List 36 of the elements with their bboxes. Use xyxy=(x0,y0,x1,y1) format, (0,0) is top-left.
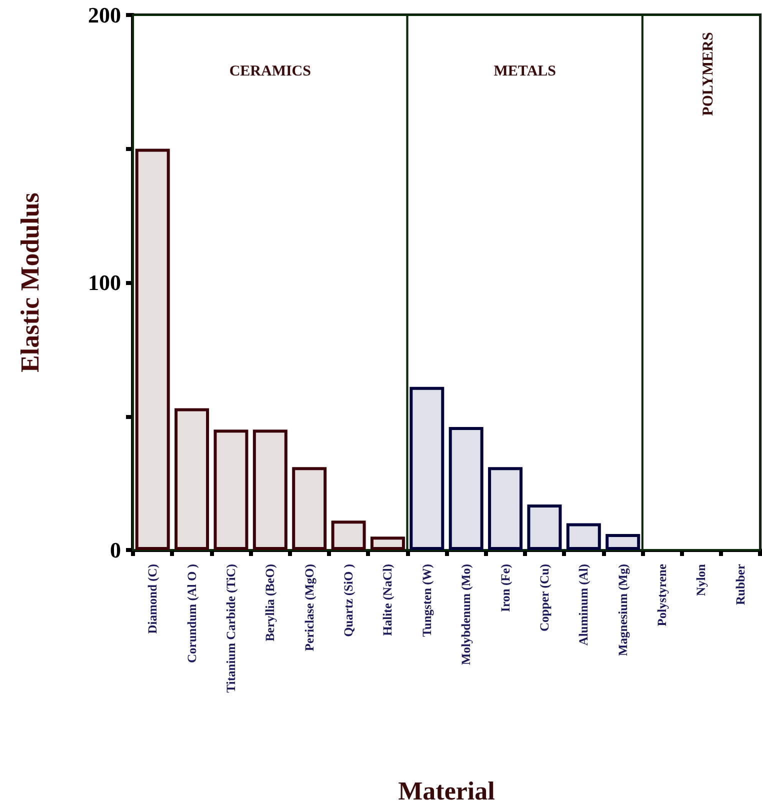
bar xyxy=(448,426,484,550)
bar xyxy=(174,408,210,550)
x-tick-label: Diamond (C) xyxy=(146,564,160,634)
bar xyxy=(252,430,288,550)
x-tick-label: Rubber xyxy=(733,564,748,605)
bar xyxy=(488,467,523,550)
x-tick-label: Tungsten (W) xyxy=(420,564,434,637)
x-tick-label: Molybdenum (Mo) xyxy=(459,564,474,666)
band-label: CERAMICS xyxy=(229,64,311,80)
x-tick-label: Halite (NaCl) xyxy=(380,564,395,636)
x-tick-label: Titanium Carbide (TiC) xyxy=(224,564,238,693)
x-tick-label: Copper (Cu) xyxy=(537,564,552,632)
bar xyxy=(292,467,327,550)
bar xyxy=(606,534,640,550)
x-tick-label: Beryllia (BeO) xyxy=(263,564,278,642)
bar xyxy=(527,504,562,550)
band-label: METALS xyxy=(494,64,556,80)
x-tick-label: Nylon xyxy=(694,564,708,596)
y-tick-label: 0 xyxy=(110,538,121,562)
x-tick-label: Corundum (Al O ) xyxy=(184,564,199,663)
bar xyxy=(331,520,366,550)
x-tick-label: Polystyrene xyxy=(655,564,670,626)
x-tick-label: Periclase (MgO) xyxy=(302,564,316,652)
x-tick-label: Iron (Fe) xyxy=(498,564,512,612)
x-tick-label: Magnesium (Mg) xyxy=(616,564,630,656)
bar xyxy=(214,430,248,550)
bar xyxy=(370,536,405,550)
x-axis-title: Material xyxy=(398,776,495,806)
x-tick-label: Aluminum (Al) xyxy=(576,564,591,646)
y-tick-label: 100 xyxy=(88,270,121,295)
x-tick-label: Quartz (SiO ) xyxy=(342,564,356,637)
bar xyxy=(566,523,601,550)
bar xyxy=(410,386,444,550)
y-axis-title: Elastic Modulus xyxy=(16,192,44,372)
y-tick-label: 200 xyxy=(88,2,121,28)
band-label: POLYMERS xyxy=(700,32,717,116)
